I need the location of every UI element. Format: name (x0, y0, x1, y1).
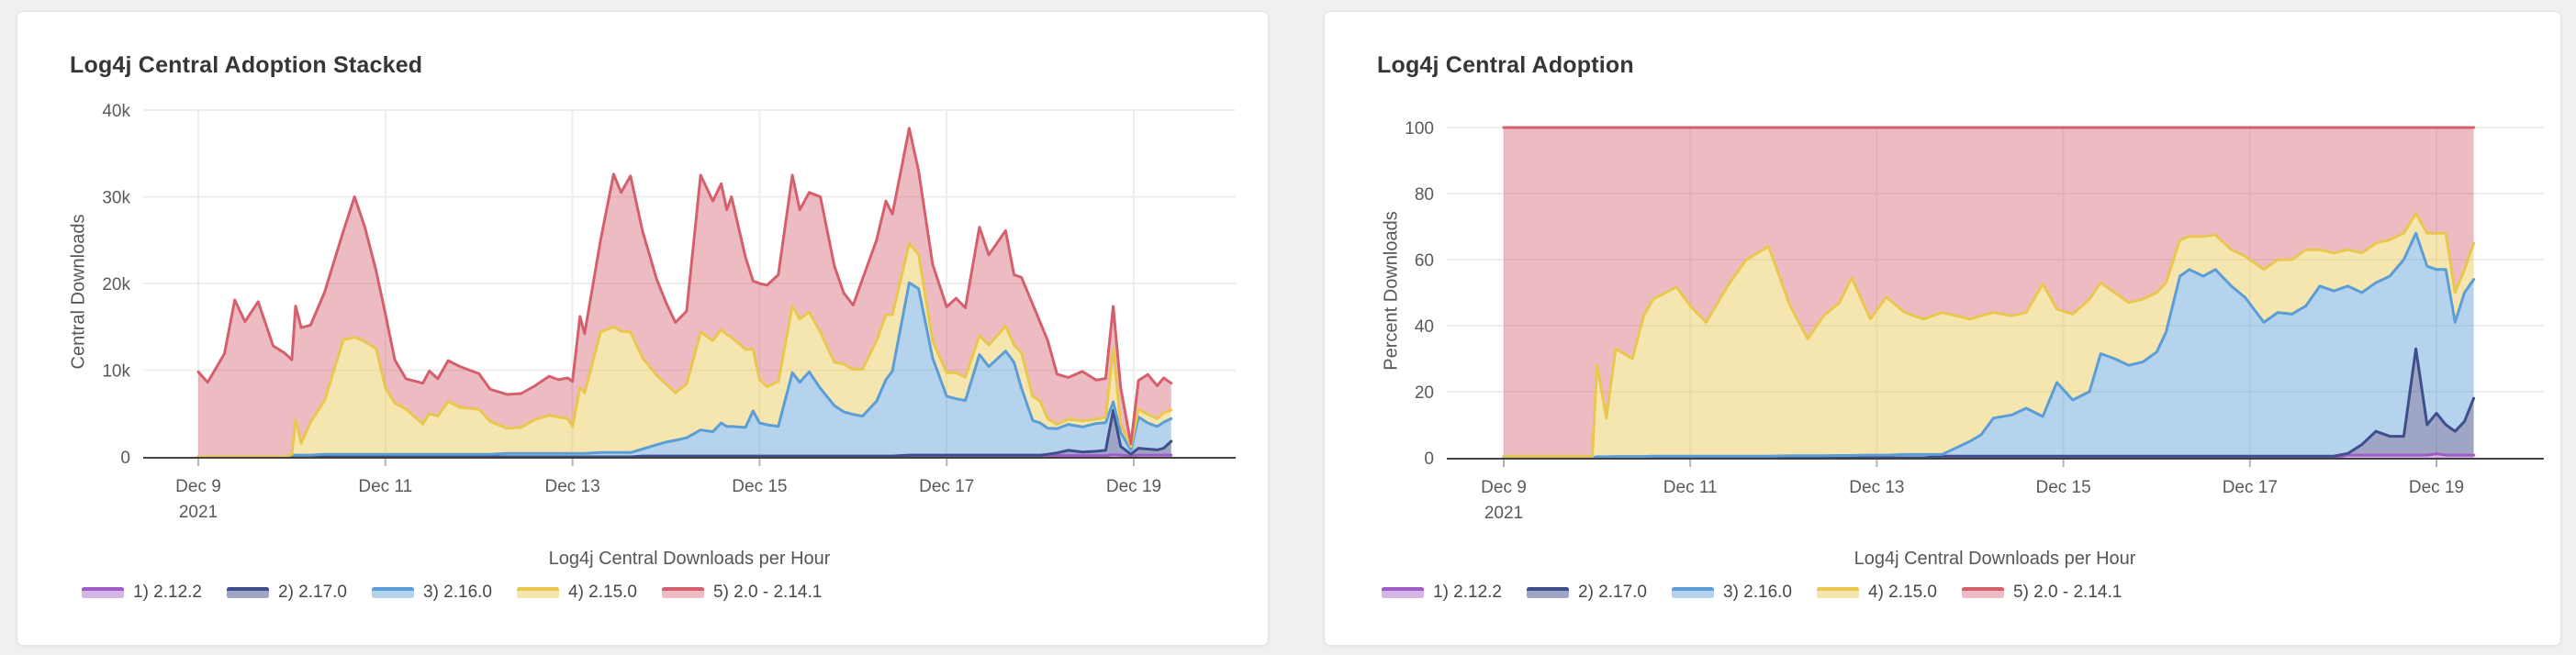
legend-item: 1) 2.12.2 (82, 583, 202, 603)
legend-swatch (372, 587, 414, 598)
x-axis-title: Log4j Central Downloads per Hour (548, 549, 831, 569)
svg-text:60: 60 (1415, 251, 1434, 271)
legend-label: 5) 2.0 - 2.14.1 (2013, 583, 2122, 602)
legend-swatch (1527, 587, 1569, 598)
legend-label: 4) 2.15.0 (1868, 583, 1937, 602)
svg-text:Dec 19: Dec 19 (2409, 478, 2464, 497)
svg-text:80: 80 (1415, 185, 1434, 205)
legend-label: 3) 2.16.0 (1723, 583, 1792, 602)
svg-text:10k: 10k (102, 362, 130, 382)
chart-title: Log4j Central Adoption (1377, 52, 1634, 78)
legend-item: 2) 2.17.0 (227, 583, 347, 603)
legend: 1) 2.12.2 2) 2.17.0 3) 2.16.0 4) 2.15.0 5) 2… (1382, 583, 2122, 603)
svg-text:Dec 15: Dec 15 (2035, 478, 2090, 497)
svg-text:30k: 30k (102, 189, 130, 208)
legend-item: 2) 2.17.0 (1527, 583, 1647, 603)
legend: 1) 2.12.2 2) 2.17.0 3) 2.16.0 4) 2.15.0 5) 2… (82, 583, 822, 603)
svg-text:20k: 20k (102, 275, 130, 294)
svg-text:40: 40 (1415, 317, 1434, 337)
legend-item: 1) 2.12.2 (1382, 583, 1502, 603)
legend-item: 5) 2.0 - 2.14.1 (662, 583, 822, 603)
legend-swatch (1962, 587, 2004, 598)
legend-label: 1) 2.12.2 (1433, 583, 1502, 602)
legend-swatch (517, 587, 559, 598)
legend-item: 4) 2.15.0 (1817, 583, 1937, 603)
svg-text:0: 0 (120, 449, 130, 468)
legend-label: 5) 2.0 - 2.14.1 (713, 583, 823, 602)
chart-title: Log4j Central Adoption Stacked (70, 52, 423, 78)
y-axis-title: Central Downloads (68, 214, 89, 370)
legend-swatch (82, 587, 124, 598)
legend-swatch (662, 587, 704, 598)
svg-text:Dec 11: Dec 11 (1663, 478, 1718, 497)
svg-text:0: 0 (1424, 450, 1434, 469)
svg-text:Dec 15: Dec 15 (732, 477, 787, 496)
legend-label: 4) 2.15.0 (568, 583, 637, 602)
legend-item: 3) 2.16.0 (1672, 583, 1792, 603)
svg-text:Dec 11: Dec 11 (358, 477, 412, 496)
stacked-area-plot: Dec 9 2021 Dec 11 Dec 13 Dec 15 Dec 17 Dec 19 0… (102, 102, 1236, 522)
svg-text:2021: 2021 (1484, 504, 1523, 523)
legend-label: 2) 2.17.0 (1578, 583, 1647, 602)
svg-text:100: 100 (1405, 119, 1434, 139)
svg-text:Dec 9: Dec 9 (1481, 478, 1527, 497)
svg-text:40k: 40k (102, 102, 130, 121)
legend-item: 5) 2.0 - 2.14.1 (1962, 583, 2122, 603)
legend-swatch (1672, 587, 1714, 598)
legend-swatch (227, 587, 269, 598)
svg-text:Dec 13: Dec 13 (544, 477, 599, 496)
svg-text:Dec 17: Dec 17 (2223, 478, 2278, 497)
chart-card-adoption-percent: Log4j Central Adoption Dec 9 2021 Dec 11 De… (1324, 11, 2561, 646)
svg-text:Dec 19: Dec 19 (1106, 477, 1161, 496)
legend-swatch (1817, 587, 1859, 598)
legend-label: 3) 2.16.0 (423, 583, 492, 602)
legend-label: 2) 2.17.0 (278, 583, 347, 602)
percent-area-plot: Dec 9 2021 Dec 11 Dec 13 Dec 15 Dec 17 Dec 19 0… (1405, 119, 2544, 523)
svg-text:Dec 13: Dec 13 (1849, 478, 1904, 497)
svg-text:Dec 17: Dec 17 (919, 477, 974, 496)
y-axis-title: Percent Downloads (1381, 211, 1402, 371)
svg-text:20: 20 (1415, 383, 1434, 403)
x-axis-title: Log4j Central Downloads per Hour (1854, 549, 2136, 569)
svg-text:Dec 9: Dec 9 (175, 477, 221, 496)
svg-text:2021: 2021 (179, 503, 218, 522)
legend-item: 3) 2.16.0 (372, 583, 492, 603)
legend-label: 1) 2.12.2 (133, 583, 202, 602)
legend-swatch (1382, 587, 1424, 598)
chart-card-adoption-stacked: Log4j Central Adoption Stacked Dec 9 2021… (17, 11, 1269, 646)
legend-item: 4) 2.15.0 (517, 583, 637, 603)
